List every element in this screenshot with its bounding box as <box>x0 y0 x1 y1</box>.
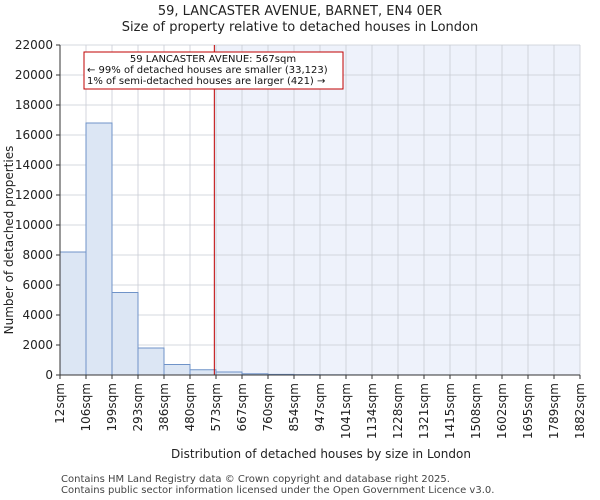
annotation-border <box>83 51 344 90</box>
annotation-line-3: 1% of semi-detached houses are larger (4… <box>87 76 325 87</box>
y-tick-label: 14000 <box>15 158 53 172</box>
chart-subtitle: Size of property relative to detached ho… <box>121 20 479 35</box>
x-tick-label: 1695sqm <box>521 383 535 439</box>
x-tick-label: 386sqm <box>157 383 171 431</box>
x-tick-label: 667sqm <box>235 383 249 431</box>
tick-labels: 0 2000 4000 6000 8000 10000 12000 14000 16000 180… <box>15 38 587 439</box>
bar <box>59 251 87 376</box>
x-tick-label: 947sqm <box>313 383 327 431</box>
bar <box>163 364 191 376</box>
bar <box>137 347 165 376</box>
highlight-region <box>214 45 581 375</box>
x-axis-label: Distribution of detached houses by size … <box>171 447 471 461</box>
axes <box>56 44 581 379</box>
x-tick-label: 1041sqm <box>339 383 353 439</box>
x-tick-label: 573sqm <box>209 383 223 431</box>
y-tick-label: 18000 <box>15 98 53 112</box>
y-tick-label: 22000 <box>15 38 53 52</box>
y-tick-label: 2000 <box>22 338 53 352</box>
x-tick-label: 480sqm <box>183 383 197 431</box>
x-tick-label: 1882sqm <box>573 383 587 439</box>
x-tick-label: 1321sqm <box>417 383 431 439</box>
y-tick-label: 10000 <box>15 218 53 232</box>
footer-line-1: Contains HM Land Registry data © Crown c… <box>61 474 450 485</box>
y-axis-label: Number of detached properties <box>2 146 16 335</box>
x-tick-label: 1602sqm <box>495 383 509 439</box>
x-tick-label: 12sqm <box>53 383 67 424</box>
x-tick-label: 854sqm <box>287 383 301 431</box>
highlight-region-layer <box>214 45 581 375</box>
bar <box>85 122 113 376</box>
bar <box>111 292 139 376</box>
x-tick-label: 1228sqm <box>391 383 405 439</box>
y-tick-label: 0 <box>45 368 53 382</box>
x-tick-label: 293sqm <box>131 383 145 431</box>
chart-title: 59, LANCASTER AVENUE, BARNET, EN4 0ER <box>157 4 443 19</box>
x-tick-label: 1789sqm <box>547 383 561 439</box>
y-tick-label: 16000 <box>15 128 53 142</box>
annotation-box: 59 LANCASTER AVENUE: 567sqm ← 99% of det… <box>83 51 344 90</box>
x-tick-label: 1415sqm <box>443 383 457 439</box>
x-tick-label: 1508sqm <box>469 383 483 439</box>
y-tick-label: 12000 <box>15 188 53 202</box>
y-tick-label: 8000 <box>22 248 53 262</box>
annotation-line-2: ← 99% of detached houses are smaller (33… <box>87 65 328 76</box>
y-tick-label: 20000 <box>15 68 53 82</box>
x-tick-label: 760sqm <box>261 383 275 431</box>
annotation-line-1: 59 LANCASTER AVENUE: 567sqm <box>130 54 296 65</box>
footer-line-2: Contains public sector information licen… <box>61 485 495 496</box>
bar <box>189 369 217 376</box>
x-tick-label: 106sqm <box>79 383 93 431</box>
y-tick-label: 6000 <box>22 278 53 292</box>
y-tick-label: 4000 <box>22 308 53 322</box>
x-tick-label: 199sqm <box>105 383 119 431</box>
x-tick-label: 1134sqm <box>365 383 379 439</box>
